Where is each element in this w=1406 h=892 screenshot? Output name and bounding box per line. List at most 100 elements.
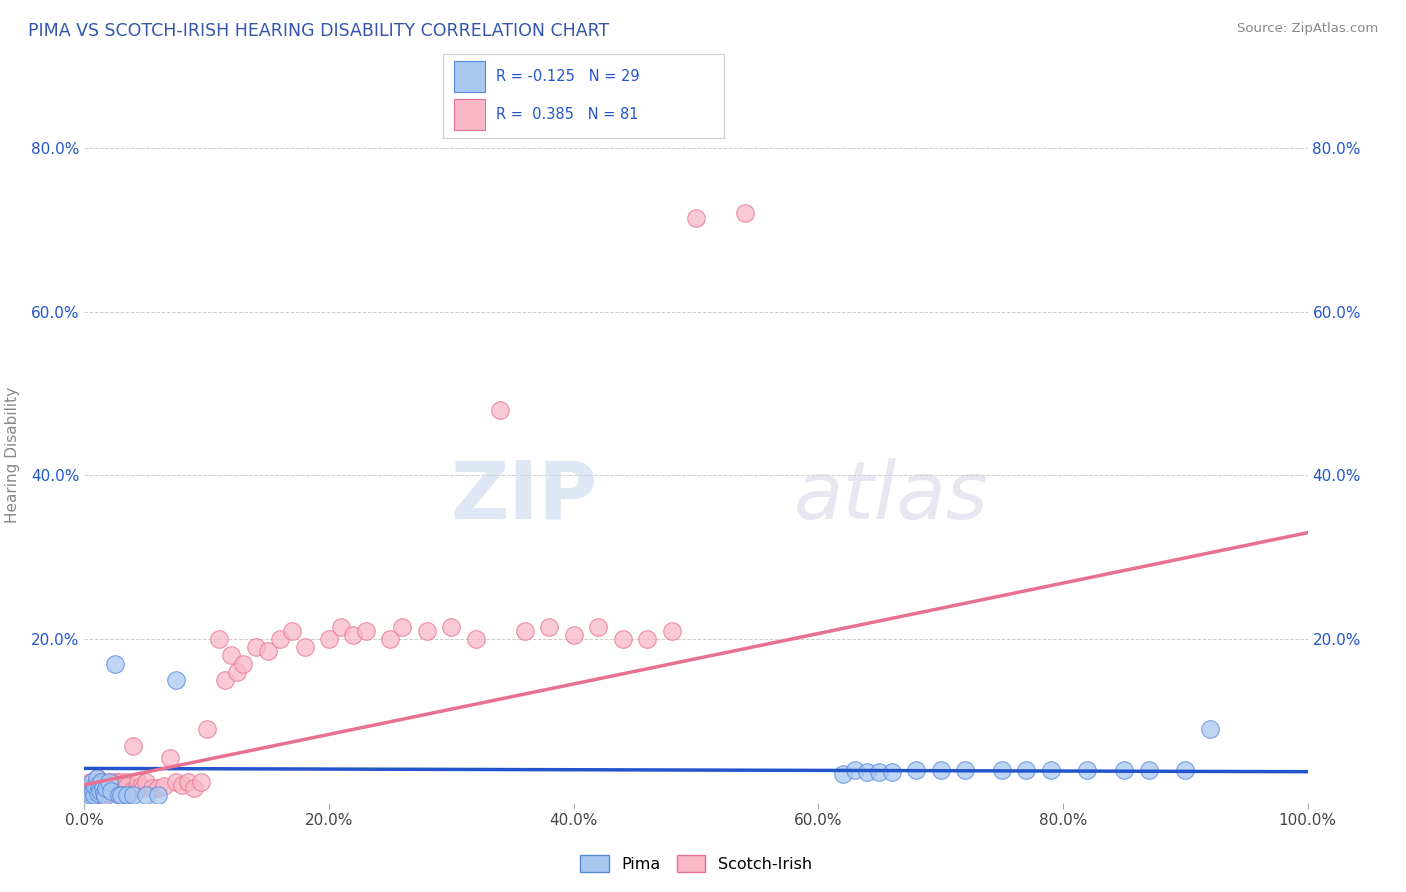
Point — [464, 632, 486, 646]
Point — [107, 788, 129, 802]
Point — [86, 788, 108, 802]
Point — [135, 788, 157, 802]
Point — [82, 783, 104, 797]
Point — [146, 788, 169, 802]
Point — [96, 780, 118, 794]
Point — [172, 778, 194, 792]
Point — [101, 786, 124, 800]
Point — [97, 783, 120, 797]
Point — [87, 786, 110, 800]
Point — [159, 751, 181, 765]
Point — [115, 775, 138, 789]
Point — [84, 780, 107, 794]
Point — [97, 775, 120, 789]
Point — [612, 632, 634, 646]
Point — [685, 211, 707, 225]
Point — [165, 775, 187, 789]
Point — [440, 620, 463, 634]
Point — [104, 780, 127, 795]
Point — [90, 783, 112, 797]
Point — [844, 763, 866, 777]
Point — [94, 786, 117, 800]
Point — [79, 775, 101, 789]
Point — [105, 780, 128, 794]
Point — [856, 764, 879, 779]
Point — [991, 763, 1014, 777]
Point — [636, 632, 658, 646]
Point — [122, 739, 145, 753]
Point — [98, 780, 121, 795]
Text: Source: ZipAtlas.com: Source: ZipAtlas.com — [1237, 22, 1378, 36]
Point — [77, 780, 100, 794]
Point — [513, 624, 536, 638]
Point — [96, 780, 118, 795]
Point — [87, 775, 110, 789]
Point — [562, 628, 585, 642]
Point — [120, 783, 142, 797]
Point — [129, 780, 152, 794]
Point — [110, 775, 132, 789]
Point — [82, 780, 104, 794]
Point — [953, 763, 976, 777]
Point — [80, 775, 103, 789]
Point — [183, 780, 205, 795]
Point — [190, 775, 212, 789]
Point — [110, 788, 132, 802]
Text: R = -0.125   N = 29: R = -0.125 N = 29 — [496, 69, 640, 84]
Point — [1015, 763, 1038, 777]
Point — [195, 722, 218, 736]
Point — [76, 783, 98, 797]
Y-axis label: Hearing Disability: Hearing Disability — [4, 387, 20, 523]
Point — [86, 771, 108, 785]
Point — [91, 775, 114, 789]
Point — [226, 665, 249, 679]
Point — [83, 786, 105, 800]
Point — [94, 789, 117, 804]
Point — [208, 632, 231, 646]
Point — [661, 624, 683, 638]
Point — [880, 764, 903, 779]
Point — [115, 780, 138, 794]
Text: R =  0.385   N = 81: R = 0.385 N = 81 — [496, 107, 638, 122]
Point — [245, 640, 267, 655]
Point — [538, 620, 561, 634]
Point — [117, 788, 139, 802]
Point — [219, 648, 242, 663]
Point — [91, 780, 114, 795]
Point — [831, 767, 853, 781]
Point — [107, 780, 129, 795]
Point — [1039, 763, 1062, 777]
Point — [87, 778, 110, 792]
Point — [586, 620, 609, 634]
Point — [281, 624, 304, 638]
Point — [100, 783, 122, 797]
Point — [105, 775, 128, 789]
Point — [391, 620, 413, 634]
Point — [342, 628, 364, 642]
Point — [112, 780, 135, 795]
Point — [1114, 763, 1136, 777]
Point — [77, 786, 100, 800]
Point — [115, 788, 138, 802]
Point — [127, 775, 149, 789]
Point — [97, 775, 120, 789]
Point — [93, 786, 115, 800]
Point — [79, 788, 101, 802]
Point — [354, 624, 377, 638]
Point — [269, 632, 291, 646]
Point — [146, 780, 169, 795]
Point — [90, 775, 112, 789]
Text: ZIP: ZIP — [451, 458, 598, 536]
Point — [380, 632, 402, 646]
Point — [80, 788, 103, 802]
Point — [257, 644, 280, 658]
Text: PIMA VS SCOTCH-IRISH HEARING DISABILITY CORRELATION CHART: PIMA VS SCOTCH-IRISH HEARING DISABILITY … — [28, 22, 609, 40]
Point — [76, 783, 98, 797]
Point — [89, 780, 111, 794]
Point — [86, 771, 108, 785]
Point — [91, 788, 114, 802]
Point — [83, 788, 105, 802]
Point — [734, 206, 756, 220]
Point — [135, 775, 157, 789]
Point — [1076, 763, 1098, 777]
